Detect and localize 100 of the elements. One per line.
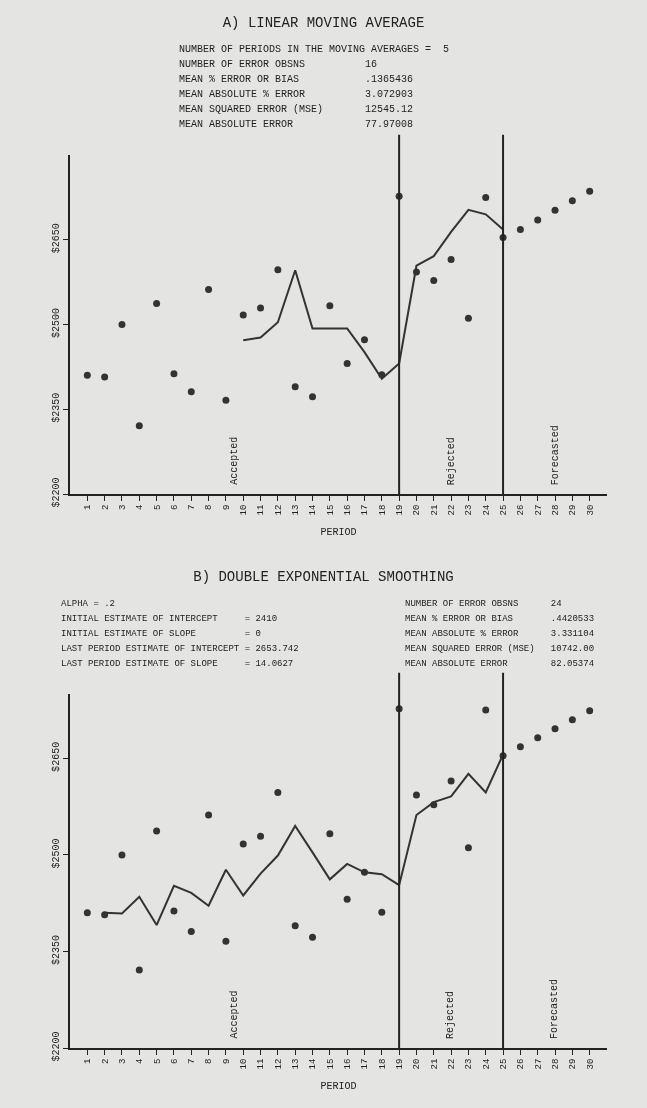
text: NUMBER OF ERROR OBSNS 16 <box>179 59 378 70</box>
x-tick-label: 22 <box>447 1058 458 1070</box>
point <box>516 226 524 234</box>
x-tick-label: 14 <box>308 1058 319 1070</box>
point <box>187 928 195 935</box>
x-tick-label: 21 <box>429 1058 440 1070</box>
point <box>586 187 594 195</box>
x-tick-label: 20 <box>412 504 423 516</box>
y-tick-label: $2650 <box>51 741 62 772</box>
point <box>586 707 594 715</box>
point <box>187 388 195 396</box>
point <box>309 933 317 941</box>
x-tick-label: 17 <box>360 504 371 516</box>
text: MEAN % ERROR OR BIAS .4420533 <box>405 614 595 624</box>
point <box>239 311 247 319</box>
point <box>291 383 299 391</box>
point <box>551 206 559 214</box>
x-tick-label: 28 <box>550 1058 561 1070</box>
point <box>153 827 161 835</box>
x-tick-label: 5 <box>152 1058 163 1065</box>
x-tick-label: 1 <box>83 504 94 511</box>
point <box>170 370 178 378</box>
point <box>135 966 143 974</box>
x-tick-label: 7 <box>187 504 198 511</box>
x-tick-label: 20 <box>412 1058 423 1070</box>
x-tick-label: 19 <box>395 504 406 516</box>
x-tick-label: 13 <box>291 504 302 516</box>
x-axis-title: PERIOD <box>320 527 357 538</box>
annotation: Forecasted <box>549 978 561 1039</box>
x-tick-label: 16 <box>343 1058 354 1070</box>
x-tick-label: 14 <box>308 504 319 516</box>
text: MEAN SQUARED ERROR (MSE) 12545.12 <box>179 104 414 115</box>
x-tick-label: 30 <box>585 504 596 516</box>
point <box>101 911 109 919</box>
x-tick-label: 3 <box>117 1058 128 1065</box>
point <box>343 359 351 367</box>
chart-title: B) DOUBLE EXPONENTIAL SMOOTHING <box>193 568 454 585</box>
point <box>83 909 91 917</box>
x-tick-label: 23 <box>464 504 475 516</box>
text: INITIAL ESTIMATE OF SLOPE = 0 <box>61 629 261 639</box>
point <box>83 371 91 379</box>
x-tick-label: 22 <box>447 504 458 516</box>
x-tick-label: 3 <box>117 504 128 511</box>
x-tick-label: 27 <box>533 504 544 516</box>
point <box>482 706 490 714</box>
point <box>378 908 386 916</box>
x-tick-label: 7 <box>187 1058 198 1065</box>
x-tick-label: 18 <box>377 1058 388 1070</box>
x-tick-label: 2 <box>100 1058 111 1065</box>
x-tick-label: 11 <box>256 504 267 516</box>
x-tick-label: 2 <box>100 504 111 511</box>
x-tick-label: 24 <box>481 504 492 516</box>
x-tick-label: 4 <box>135 1058 146 1065</box>
x-tick-label: 13 <box>291 1058 302 1070</box>
x-tick-label: 26 <box>516 1058 527 1070</box>
x-tick-label: 8 <box>204 504 215 511</box>
x-tick-label: 8 <box>204 1058 215 1065</box>
point <box>309 393 317 401</box>
annotation: Rejected <box>445 991 457 1040</box>
x-tick-label: 6 <box>169 504 180 511</box>
point <box>222 937 230 945</box>
point <box>447 256 455 264</box>
point <box>534 734 542 742</box>
x-tick-label: 6 <box>169 1058 180 1065</box>
point <box>170 907 178 915</box>
point <box>118 321 126 328</box>
x-tick-label: 9 <box>221 504 232 511</box>
point <box>205 811 213 819</box>
x-tick-label: 19 <box>395 1058 406 1070</box>
x-tick-label: 10 <box>239 504 250 516</box>
text: LAST PERIOD ESTIMATE OF SLOPE = 14.0627 <box>61 659 294 669</box>
x-tick-label: 29 <box>568 1058 579 1070</box>
point <box>326 302 334 310</box>
x-tick-label: 25 <box>498 504 509 516</box>
x-tick-label: 12 <box>273 504 284 516</box>
point <box>516 743 524 751</box>
x-tick-label: 24 <box>481 1058 492 1070</box>
x-tick-label: 15 <box>325 504 336 516</box>
x-tick-label: 4 <box>135 504 146 511</box>
point <box>568 716 576 724</box>
x-tick-label: 10 <box>239 1058 250 1070</box>
x-tick-label: 15 <box>325 1058 336 1070</box>
text: ALPHA = .2 <box>61 599 116 609</box>
point <box>274 266 282 274</box>
x-tick-label: 11 <box>256 1058 267 1070</box>
x-tick-label: 16 <box>343 504 354 516</box>
point <box>412 791 420 799</box>
text: MEAN ABSOLUTE ERROR 77.97008 <box>179 119 414 130</box>
x-tick-label: 30 <box>585 1058 596 1070</box>
x-tick-label: 12 <box>273 1058 284 1070</box>
text: NUMBER OF ERROR OBSNS 24 <box>405 599 562 609</box>
point <box>101 373 109 381</box>
x-tick-label: 21 <box>429 504 440 516</box>
x-tick-label: 27 <box>533 1058 544 1070</box>
y-tick-label: $2200 <box>51 1031 62 1062</box>
x-tick-label: 1 <box>83 1058 94 1065</box>
y-tick-label: $2500 <box>51 838 62 869</box>
point <box>257 832 265 840</box>
annotation: Accepted <box>228 990 240 1039</box>
text: MEAN ABSOLUTE % ERROR 3.072903 <box>179 89 414 100</box>
